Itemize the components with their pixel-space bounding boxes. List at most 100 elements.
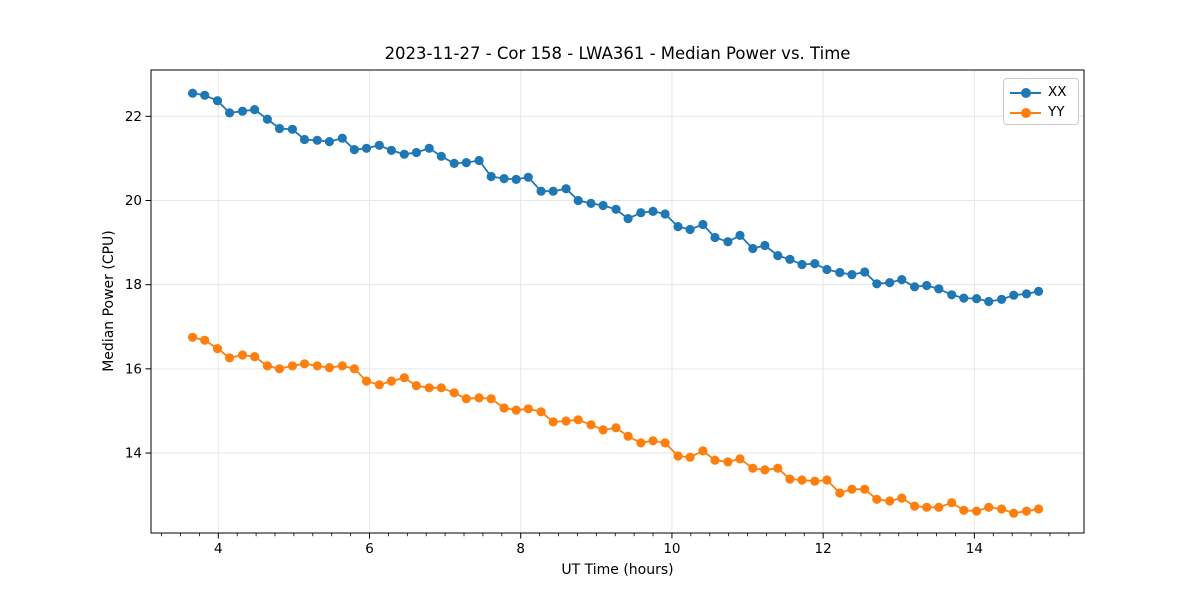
data-point-xx (698, 219, 708, 230)
data-point-xx (474, 155, 484, 166)
data-point-yy (847, 484, 857, 494)
data-point-yy (200, 335, 210, 345)
legend-marker-icon (1021, 108, 1031, 118)
data-point-yy (773, 463, 783, 473)
data-point-yy (361, 376, 372, 386)
data-point-xx (250, 105, 260, 115)
data-point-xx (548, 186, 558, 196)
data-point-xx (361, 143, 372, 153)
y-tick-label: 14 (125, 446, 142, 462)
data-point-xx (461, 158, 471, 168)
data-point-yy (461, 394, 471, 404)
chart-title: 2023-11-27 - Cor 158 - LWA361 - Median P… (384, 44, 851, 63)
data-point-xx (511, 174, 521, 184)
data-point-yy (660, 438, 670, 448)
data-point-yy (424, 383, 434, 393)
data-point-yy (623, 431, 633, 441)
data-point-xx (486, 171, 496, 182)
data-point-yy (723, 457, 733, 467)
data-point-xx (723, 237, 733, 247)
data-point-xx (399, 149, 409, 159)
data-point-yy (237, 350, 248, 360)
data-point-yy (299, 359, 310, 369)
data-point-xx (188, 88, 198, 98)
data-point-xx (237, 106, 248, 116)
data-point-yy (536, 407, 546, 417)
data-point-xx (810, 259, 820, 269)
data-point-xx (785, 254, 795, 264)
data-point-yy (561, 416, 571, 426)
x-tick-label: 6 (365, 541, 374, 557)
data-point-xx (312, 135, 322, 145)
data-point-yy (760, 465, 770, 475)
data-point-yy (349, 364, 359, 374)
data-point-xx (760, 240, 770, 251)
data-point-yy (810, 476, 820, 486)
data-point-yy (710, 455, 720, 465)
data-point-yy (250, 352, 260, 362)
data-point-yy (1034, 504, 1044, 514)
data-point-yy (324, 363, 334, 373)
tick-labels: 4 6 8 10 12 14 14 16 18 20 22 (125, 109, 983, 557)
data-point-xx (1034, 286, 1044, 296)
data-point-yy (885, 496, 895, 506)
data-point-xx (947, 290, 957, 300)
data-point-yy (947, 498, 957, 508)
data-point-yy (959, 505, 969, 515)
series-line-xx (191, 92, 1040, 303)
data-point-yy (872, 494, 882, 504)
data-point-yy (1021, 506, 1032, 516)
data-point-yy (822, 475, 832, 485)
data-point-yy (910, 501, 920, 511)
data-point-yy (685, 452, 695, 462)
data-point-yy (1009, 508, 1019, 518)
data-point-yy (598, 425, 608, 435)
data-point-yy (449, 388, 459, 398)
data-point-yy (835, 488, 845, 498)
data-point-xx (200, 90, 210, 100)
data-point-yy (648, 436, 658, 446)
tick-marks (145, 115, 1070, 539)
x-tick-label: 4 (214, 541, 223, 557)
data-point-yy (934, 502, 944, 512)
legend-swatch-xx (1010, 88, 1041, 98)
series-xx (188, 88, 1044, 307)
data-point-xx (997, 294, 1007, 304)
axes-frame (150, 69, 1085, 534)
y-tick-label: 22 (125, 109, 142, 125)
data-point-xx (611, 204, 621, 214)
data-point-yy (511, 405, 521, 415)
data-point-xx (598, 200, 608, 211)
data-point-yy (212, 344, 223, 354)
legend: XX YY (1003, 78, 1079, 125)
data-point-xx (984, 296, 994, 307)
data-point-yy (797, 475, 807, 485)
data-point-yy (573, 415, 583, 425)
data-point-yy (972, 506, 982, 516)
data-point-yy (188, 332, 198, 342)
data-point-xx (299, 134, 310, 145)
y-tick-label: 16 (125, 361, 142, 377)
data-point-xx (660, 209, 670, 219)
data-point-xx (685, 224, 695, 235)
data-point-xx (225, 108, 235, 118)
data-point-xx (748, 243, 758, 254)
data-point-yy (748, 463, 758, 473)
data-point-yy (436, 383, 446, 393)
data-point-xx (735, 230, 745, 240)
data-point-xx (262, 114, 272, 124)
data-point-yy (287, 361, 297, 371)
data-point-yy (586, 420, 596, 430)
data-point-yy (499, 403, 509, 413)
data-point-xx (536, 186, 546, 196)
data-point-xx (449, 158, 459, 168)
data-point-xx (959, 293, 969, 303)
data-point-yy (374, 380, 384, 390)
data-point-xx (797, 259, 807, 270)
legend-swatch-yy (1010, 108, 1041, 118)
data-point-yy (611, 423, 621, 433)
data-point-yy (262, 361, 272, 371)
data-point-xx (374, 140, 384, 150)
